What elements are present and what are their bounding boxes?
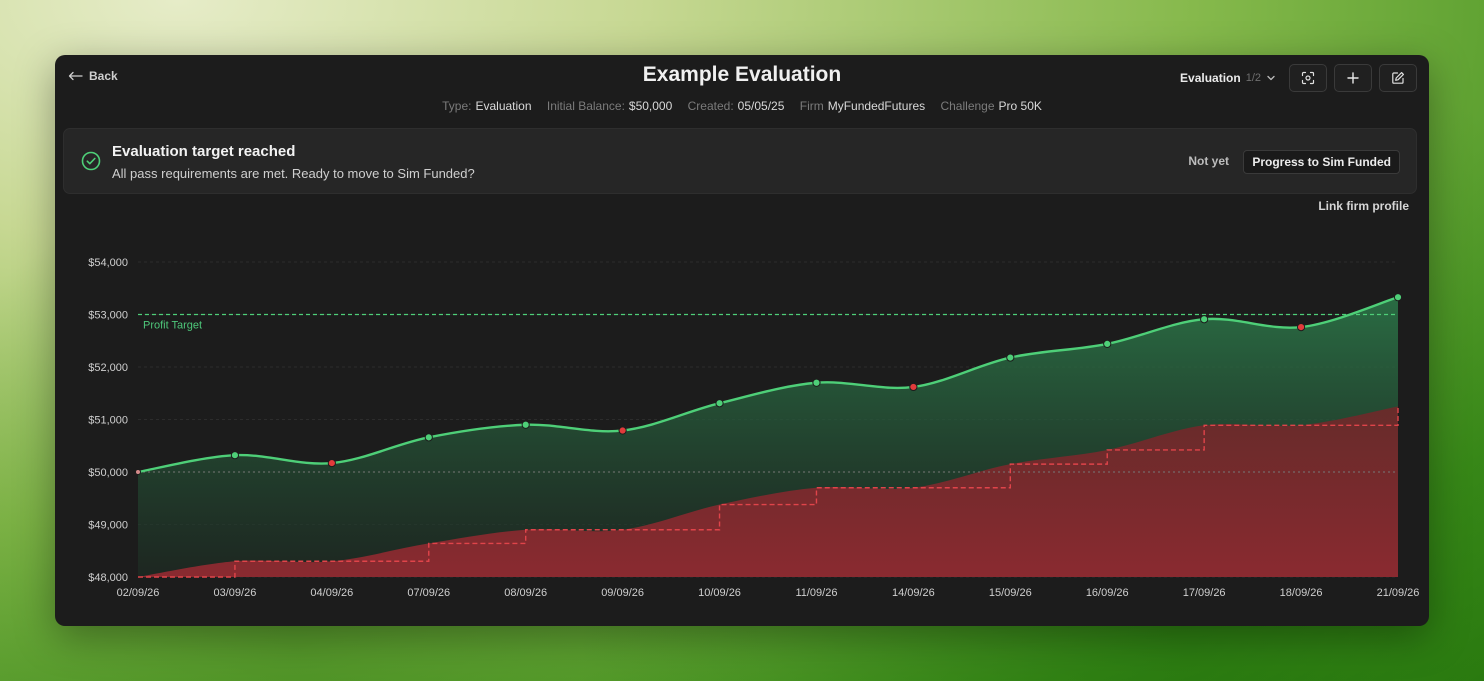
x-tick-label: 02/09/26 [117,587,160,599]
page-title: Example Evaluation [642,63,842,86]
equity-point [424,433,433,442]
x-tick-label: 10/09/26 [698,587,741,599]
meta-created: Created: 05/05/25 [687,99,785,113]
equity-chart: $48,000 $49,000 $50,000 $51,000 $52,000 $53,0… [88,257,1420,599]
meta-type: Type: Evaluation [442,99,532,113]
equity-point [135,469,141,475]
equity-point [521,420,530,429]
x-tick-label: 09/09/26 [601,587,644,599]
profit-target-label: Profit Target [143,320,202,332]
edit-icon [1392,72,1404,84]
x-tick-label: 04/09/26 [310,587,353,599]
x-tick-label: 14/09/26 [892,587,935,599]
equity-point [1103,339,1112,348]
scan-icon [1301,71,1315,85]
progress-to-sim-funded-button[interactable]: Progress to Sim Funded [1243,150,1400,174]
equity-point [909,382,918,392]
x-tick-label: 11/09/26 [795,587,837,599]
x-tick-label: 15/09/26 [989,587,1032,599]
not-yet-button[interactable]: Not yet [1188,154,1229,168]
x-tick-label: 17/09/26 [1183,587,1226,599]
evaluation-selector[interactable]: Evaluation 1/2 [1180,71,1276,85]
y-tick-label: $52,000 [88,362,128,374]
equity-point [1006,353,1015,362]
plus-icon [1347,72,1359,84]
y-tick-label: $48,000 [88,572,128,584]
equity-point [1200,315,1209,324]
equity-point [1296,323,1306,332]
check-circle-icon [81,151,101,171]
banner-title: Evaluation target reached [112,143,296,160]
meta-challenge: Challenge Pro 50K [940,99,1042,113]
y-tick-label: $49,000 [88,520,128,532]
equity-point [812,378,821,387]
back-button[interactable]: Back [68,69,118,83]
equity-point [327,458,336,468]
y-tick-label: $51,000 [88,415,128,427]
y-tick-label: $54,000 [88,257,128,269]
x-tick-label: 03/09/26 [214,587,257,599]
drawdown-step-line [138,406,1399,578]
x-tick-label: 21/09/26 [1377,587,1420,599]
link-firm-profile-link[interactable]: Link firm profile [1318,199,1409,213]
y-tick-label: $53,000 [88,310,128,322]
arrow-left-icon [68,71,83,81]
drawdown-area [138,406,1398,577]
x-tick-label: 08/09/26 [504,587,547,599]
x-tick-label: 16/09/26 [1086,587,1129,599]
header-tools: Evaluation 1/2 [1180,64,1417,92]
evaluation-meta: Type: Evaluation Initial Balance: $50,000 … [55,99,1429,113]
scan-button[interactable] [1289,64,1327,92]
equity-point [715,399,724,408]
equity-point [618,426,627,435]
y-tick-label: $50,000 [88,467,128,479]
meta-firm: Firm MyFundedFutures [799,99,926,113]
x-tick-label: 18/09/26 [1280,587,1323,599]
meta-balance: Initial Balance: $50,000 [546,99,673,113]
evaluation-selector-label: Evaluation [1180,71,1241,85]
edit-button[interactable] [1379,64,1417,92]
equity-point [230,451,240,460]
evaluation-panel: Back Example Evaluation Type: Evaluation … [55,55,1429,626]
add-button[interactable] [1334,64,1372,92]
x-tick-label: 07/09/26 [407,587,450,599]
back-label: Back [89,69,118,83]
chevron-down-icon [1267,75,1275,81]
target-reached-banner: Evaluation target reached All pass requi… [63,128,1417,194]
banner-subtitle: All pass requirements are met. Ready to … [112,166,475,181]
equity-point [1393,293,1403,302]
evaluation-selector-count: 1/2 [1245,72,1261,84]
